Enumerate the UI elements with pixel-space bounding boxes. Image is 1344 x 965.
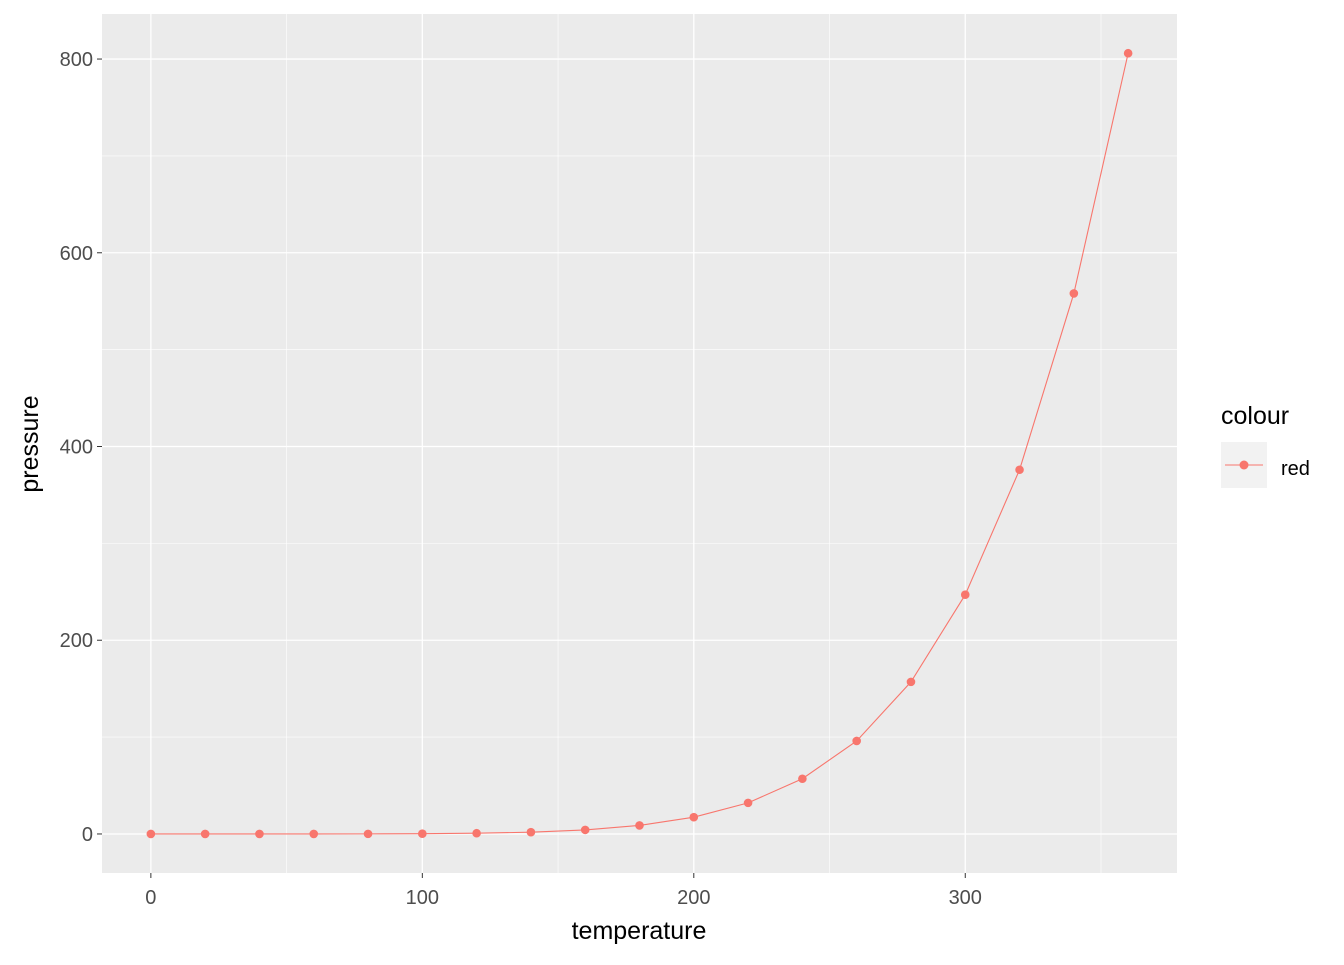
x-tick-label: 100 <box>406 887 439 909</box>
x-tick-label: 0 <box>145 887 156 909</box>
data-point <box>418 829 427 839</box>
x-axis: 0 100 200 300 <box>145 873 982 909</box>
data-point <box>1069 289 1079 298</box>
data-point <box>309 829 319 839</box>
data-point <box>689 812 699 822</box>
data-point <box>200 829 210 839</box>
x-tick-label: 300 <box>949 887 982 909</box>
x-tick-label: 200 <box>677 887 710 909</box>
data-point <box>906 677 916 687</box>
data-point <box>363 829 373 839</box>
data-point <box>798 774 807 784</box>
series-points <box>146 48 1133 839</box>
data-point <box>146 829 156 839</box>
data-point <box>255 829 264 839</box>
y-tick-label: 200 <box>60 630 93 652</box>
data-point <box>526 827 536 837</box>
data-point <box>852 736 861 746</box>
data-point <box>743 798 753 808</box>
x-axis-label: temperature <box>572 917 707 945</box>
gridlines <box>102 14 1177 873</box>
data-point <box>1015 465 1024 475</box>
plot-panel <box>102 14 1177 873</box>
legend: colour red <box>1221 402 1310 488</box>
y-tick-label: 800 <box>60 49 93 71</box>
data-point <box>472 828 481 838</box>
y-axis: 0 200 400 600 800 <box>60 49 102 846</box>
y-axis-label: pressure <box>16 395 44 492</box>
data-point <box>1123 48 1133 58</box>
y-tick-label: 400 <box>60 437 93 459</box>
y-tick-label: 0 <box>82 824 93 846</box>
legend-label-red: red <box>1281 458 1310 480</box>
data-point <box>635 821 644 830</box>
legend-key-point <box>1239 460 1249 470</box>
legend-title: colour <box>1221 402 1289 430</box>
data-point <box>960 590 970 600</box>
y-tick-label: 600 <box>60 243 93 265</box>
data-point <box>580 825 590 835</box>
